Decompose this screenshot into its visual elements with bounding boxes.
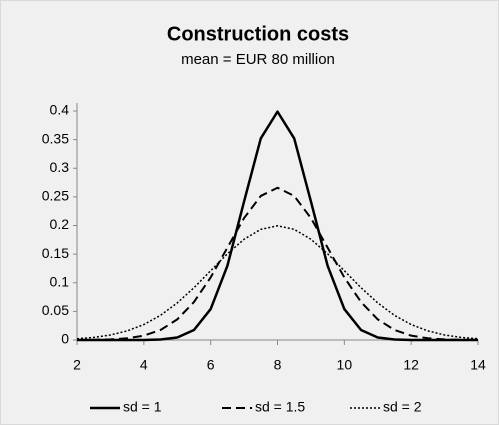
series-line xyxy=(76,186,479,341)
x-tick-label: 12 xyxy=(403,357,419,373)
x-tick-label: 4 xyxy=(140,357,148,373)
y-tick-label: 0.3 xyxy=(50,159,70,175)
y-tick-label: 0.05 xyxy=(42,302,69,318)
x-tick-label: 8 xyxy=(274,357,282,373)
x-tick-label: 14 xyxy=(470,357,486,373)
series-line xyxy=(77,110,478,342)
y-tick-label: 0.25 xyxy=(42,188,69,204)
y-tick-label: 0 xyxy=(61,331,69,347)
y-tick-label: 0.15 xyxy=(42,245,69,261)
y-tick-label: 0.35 xyxy=(42,130,69,146)
legend-label: sd = 1.5 xyxy=(255,399,305,415)
legend-label: sd = 1 xyxy=(123,399,162,415)
x-tick-label: 6 xyxy=(207,357,215,373)
chart-title: Construction costs xyxy=(167,23,349,45)
legend-label: sd = 2 xyxy=(383,399,422,415)
y-tick-label: 0.2 xyxy=(50,216,70,232)
x-tick-label: 10 xyxy=(337,357,353,373)
chart-subtitle: mean = EUR 80 million xyxy=(181,51,335,68)
series-line xyxy=(76,225,479,340)
x-tick-label: 2 xyxy=(73,357,81,373)
y-tick-label: 0.1 xyxy=(50,273,70,289)
y-tick-label: 0.4 xyxy=(50,102,70,118)
